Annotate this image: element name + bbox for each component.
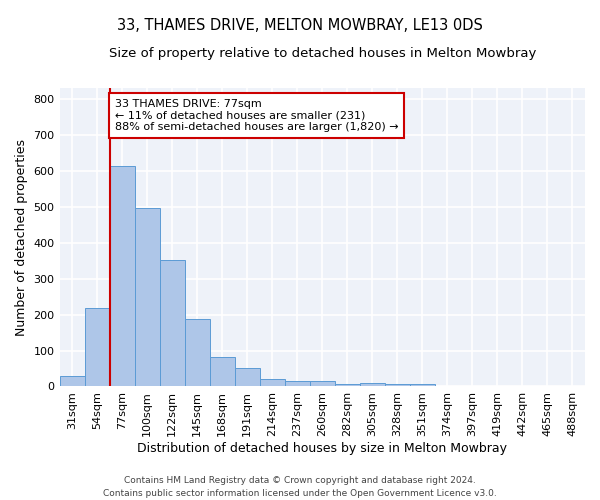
Title: Size of property relative to detached houses in Melton Mowbray: Size of property relative to detached ho…: [109, 48, 536, 60]
Bar: [310, 380, 335, 386]
Bar: [335, 384, 360, 386]
Bar: [410, 384, 435, 386]
Bar: [160, 260, 185, 386]
Bar: [185, 319, 209, 386]
Bar: [209, 356, 235, 386]
Bar: [285, 380, 310, 386]
Y-axis label: Number of detached properties: Number of detached properties: [15, 139, 28, 336]
Text: 33 THAMES DRIVE: 77sqm
← 11% of detached houses are smaller (231)
88% of semi-de: 33 THAMES DRIVE: 77sqm ← 11% of detached…: [115, 99, 398, 132]
Bar: [59, 376, 85, 386]
X-axis label: Distribution of detached houses by size in Melton Mowbray: Distribution of detached houses by size …: [137, 442, 507, 455]
Text: 33, THAMES DRIVE, MELTON MOWBRAY, LE13 0DS: 33, THAMES DRIVE, MELTON MOWBRAY, LE13 0…: [117, 18, 483, 32]
Text: Contains HM Land Registry data © Crown copyright and database right 2024.
Contai: Contains HM Land Registry data © Crown c…: [103, 476, 497, 498]
Bar: [85, 308, 110, 386]
Bar: [260, 378, 285, 386]
Bar: [235, 368, 260, 386]
Bar: [134, 208, 160, 386]
Bar: [360, 383, 385, 386]
Bar: [385, 384, 410, 386]
Bar: [110, 166, 134, 386]
